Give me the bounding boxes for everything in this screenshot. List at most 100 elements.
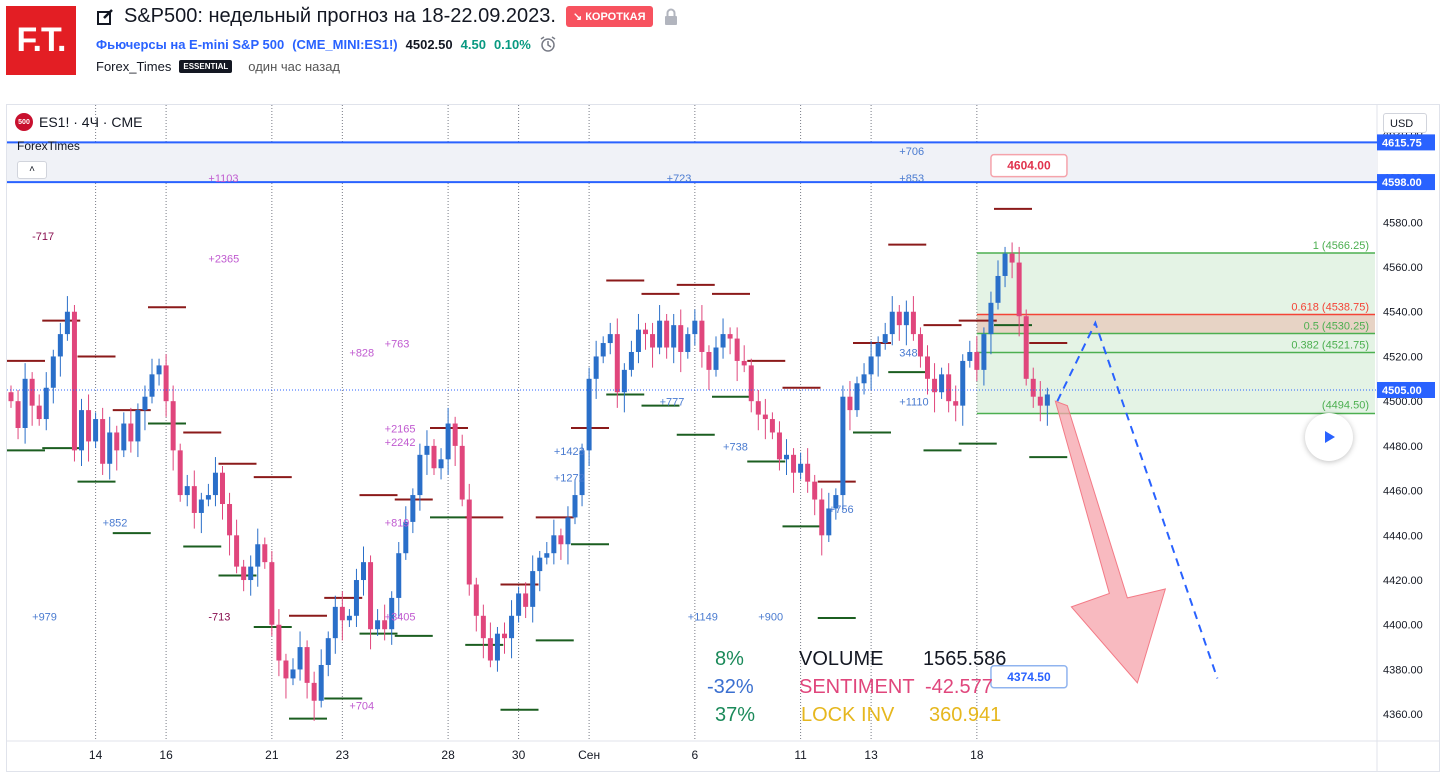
candle-body xyxy=(579,450,585,496)
y-tick-label: 4380.00 xyxy=(1383,664,1423,676)
x-tick-label: 11 xyxy=(794,748,807,762)
candle-body xyxy=(198,499,204,513)
play-button[interactable] xyxy=(1305,413,1353,461)
candle-body xyxy=(170,401,176,451)
candle-body xyxy=(889,311,895,335)
candle-body xyxy=(149,374,155,397)
sentiment-value: -42.577 xyxy=(925,676,993,698)
fib-level-label: 0.382 (4521.75) xyxy=(1291,340,1369,352)
symbol-row: Фьючерсы на E-mini S&P 500 (CME_MINI:ES1… xyxy=(96,35,557,53)
fib-level-label: 0.5 (4530.25) xyxy=(1304,321,1369,333)
candle-body xyxy=(325,638,331,665)
candle-body xyxy=(819,499,825,536)
candle-body xyxy=(840,396,846,496)
author-name[interactable]: Forex_Times xyxy=(96,59,172,74)
candle-body xyxy=(734,338,740,361)
volume-annotation: +852 xyxy=(103,517,128,529)
candle-body xyxy=(509,615,515,639)
cme-logo-icon: 500 xyxy=(15,113,33,131)
volume-annotation: -717 xyxy=(32,231,54,243)
candle-body xyxy=(184,486,190,496)
currency-button[interactable]: USD xyxy=(1383,113,1427,133)
candle-body xyxy=(967,351,973,361)
candle-body xyxy=(121,423,127,451)
volume-annotation: +2165 xyxy=(385,423,416,435)
candle-body xyxy=(628,351,634,370)
candle-body xyxy=(396,553,402,598)
price-chart[interactable]: 4360.00 4380.00 4400.00 4420.00 4440.00 4460.… xyxy=(7,105,1439,771)
candle-body xyxy=(614,334,620,393)
volume-annotation: +3405 xyxy=(385,611,416,623)
x-tick-label: 23 xyxy=(336,748,350,762)
volume-value: 1565.586 xyxy=(923,648,1006,670)
candle-body xyxy=(368,562,374,630)
candle-body xyxy=(607,334,613,344)
candle-body xyxy=(875,343,881,357)
candle-body xyxy=(86,410,92,442)
candle-body xyxy=(480,615,486,639)
y-tick-label: 4580.00 xyxy=(1383,217,1423,229)
candle-body xyxy=(417,454,423,496)
candle-body xyxy=(925,356,930,379)
volume-annotation: +828 xyxy=(349,347,374,359)
candle-body xyxy=(283,660,289,679)
volume-annotation: +1149 xyxy=(688,611,718,623)
y-tick-label: 4500.00 xyxy=(1383,396,1423,408)
price-tag-label: 4615.75 xyxy=(1382,137,1422,149)
symbol-name-link[interactable]: Фьючерсы на E-mini S&P 500 xyxy=(96,36,285,52)
candle-body xyxy=(748,365,754,402)
alarm-clock-icon[interactable] xyxy=(539,35,557,53)
volume-annotation: +1110 xyxy=(899,397,928,409)
candle-body xyxy=(205,495,211,500)
candle-body xyxy=(805,463,811,482)
candle-body xyxy=(854,383,860,411)
candle-body xyxy=(755,401,761,415)
candle-body xyxy=(445,423,451,460)
candle-body xyxy=(826,508,832,536)
candle-body xyxy=(487,638,493,661)
play-icon xyxy=(1325,431,1335,443)
candle-body xyxy=(346,615,352,621)
note-icon xyxy=(97,8,113,25)
candle-body xyxy=(833,495,839,509)
candle-body xyxy=(946,374,952,402)
price-change-pct: 0.10% xyxy=(493,36,531,52)
x-tick-label: 18 xyxy=(970,748,984,762)
candle-body xyxy=(664,320,670,348)
volume-annotation: +756 xyxy=(829,504,854,516)
candle-body xyxy=(635,329,641,352)
volume-annotation: -713 xyxy=(208,611,230,623)
chart-panel[interactable]: 4360.00 4380.00 4400.00 4420.00 4440.00 4460.… xyxy=(6,104,1440,772)
candle-body xyxy=(558,535,564,545)
candle-body xyxy=(191,486,197,513)
price-tag xyxy=(1377,174,1435,191)
x-tick-label: 21 xyxy=(265,748,279,762)
candle-body xyxy=(974,351,980,370)
candle-body xyxy=(523,593,529,607)
candle-body xyxy=(650,334,656,348)
candle-body xyxy=(699,320,705,352)
collapse-button[interactable]: ˄ xyxy=(17,161,47,179)
symbol-ticker-link[interactable]: (CME_MINI:ES1!) xyxy=(292,36,398,52)
candle-body xyxy=(22,378,28,428)
author-logo[interactable]: F.T. xyxy=(6,6,76,75)
candle-body xyxy=(932,378,938,393)
candle-body xyxy=(847,396,853,411)
candle-body xyxy=(452,423,458,446)
candle-body xyxy=(241,566,247,581)
stat-pct-2: -32% xyxy=(707,676,754,698)
target-label-box xyxy=(990,665,1068,689)
candle-body xyxy=(868,356,874,375)
candle-body xyxy=(1016,262,1022,317)
candle-body xyxy=(572,495,578,518)
chart-legend: 500 ES1! · 4Ч · CME xyxy=(15,113,142,131)
stat-pct-1: 8% xyxy=(715,648,744,670)
y-tick-label: 4520.00 xyxy=(1383,351,1423,363)
candle-body xyxy=(551,535,557,554)
candle-body xyxy=(812,481,818,500)
candle-body xyxy=(262,544,268,563)
title-row: S&P500: недельный прогноз на 18-22.09.20… xyxy=(96,5,679,28)
candle-body xyxy=(762,414,768,420)
candle-body xyxy=(593,356,599,379)
candle-body xyxy=(128,423,134,442)
